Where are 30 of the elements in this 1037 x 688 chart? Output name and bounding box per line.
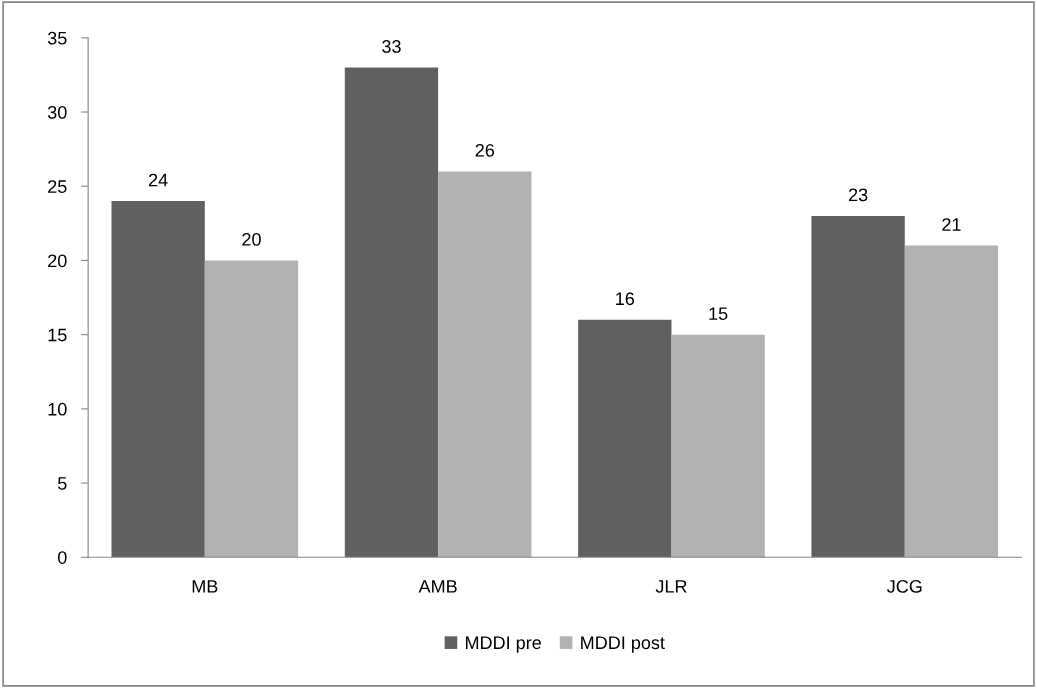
y-tick-label: 5 — [57, 477, 67, 490]
data-label: 33 — [382, 40, 401, 53]
bar — [204, 260, 299, 558]
data-label: 21 — [942, 218, 961, 231]
data-label: 23 — [848, 188, 868, 202]
data-label: 20 — [242, 232, 261, 246]
data-label: 16 — [616, 292, 635, 306]
legend-label: MDDI pre — [465, 636, 541, 653]
bar — [811, 215, 905, 558]
y-tick-label: 35 — [47, 31, 67, 45]
bar — [904, 245, 999, 558]
x-tick-label: MB — [192, 580, 218, 593]
x-tick-label: JCG — [887, 579, 922, 593]
bar — [344, 67, 439, 558]
y-tick-label: 25 — [48, 180, 67, 193]
bar — [438, 171, 532, 558]
x-tick-label: JLR — [655, 580, 687, 593]
data-label: 24 — [149, 173, 168, 187]
y-tick-label: 0 — [57, 551, 67, 564]
y-tick-label: 30 — [47, 105, 67, 119]
data-label: 26 — [475, 143, 495, 157]
bar — [671, 334, 765, 558]
y-tick-label: 10 — [48, 402, 67, 416]
bar — [111, 201, 205, 558]
y-tick-label: 20 — [48, 254, 67, 268]
bar — [578, 319, 672, 558]
y-tick-label: 15 — [48, 328, 67, 342]
data-label: 15 — [709, 307, 728, 320]
legend-label: MDDI post — [581, 636, 665, 653]
x-tick-label: AMB — [418, 580, 457, 593]
